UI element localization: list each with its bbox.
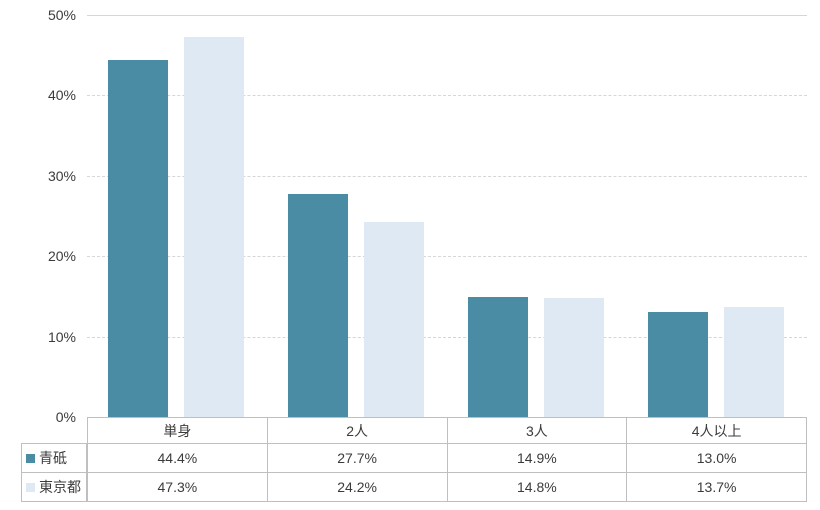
table-value-cell-青砥-3人: 14.9% bbox=[448, 444, 628, 472]
bar-東京都-単身 bbox=[184, 37, 244, 417]
table-header-cell-3人: 3人 bbox=[448, 418, 628, 443]
table-value-cell-青砥-4人以上: 13.0% bbox=[696, 450, 737, 466]
y-axis-tick-label: 40% bbox=[47, 87, 76, 103]
legend-swatch-icon bbox=[26, 453, 35, 463]
data-table-header-row: 単身 2人 3人 4人以上 bbox=[87, 417, 807, 443]
table-value-cell-青砥-単身: 44.4% bbox=[88, 444, 268, 472]
y-axis-tick-label: 30% bbox=[47, 168, 76, 184]
y-axis-tick-label: 10% bbox=[47, 329, 76, 345]
bar-青砥-2人 bbox=[288, 194, 348, 417]
bar-東京都-3人 bbox=[544, 298, 604, 417]
table-row-青砥: 44.4% 27.7% 14.9% 13.0% bbox=[88, 444, 806, 473]
gridline-20pct bbox=[87, 256, 807, 257]
data-table-values: 44.4% 27.7% 14.9% 13.0% 47.3% 24.2% 14.8% 13.7% bbox=[87, 443, 807, 502]
legend-cell-青砥: 青砥 bbox=[22, 444, 86, 473]
y-axis-tick-label: 0% bbox=[55, 409, 76, 425]
gridline-10pct bbox=[87, 337, 807, 338]
table-value-cell-東京都-3人: 14.8% bbox=[448, 473, 628, 501]
legend-series-name: 東京都 bbox=[39, 479, 81, 495]
gridline-50pct bbox=[87, 15, 807, 16]
bar-青砥-単身 bbox=[108, 60, 168, 417]
table-header-cell-4人以上: 4人以上 bbox=[691, 422, 742, 439]
table-value-cell-青砥-2人: 27.7% bbox=[268, 444, 448, 472]
bar-東京都-4人以上 bbox=[724, 307, 784, 417]
table-value-cell-東京都-2人: 24.2% bbox=[268, 473, 448, 501]
bar-東京都-2人 bbox=[364, 222, 424, 417]
y-axis-tick-label: 20% bbox=[47, 248, 76, 264]
legend-series-name: 青砥 bbox=[39, 450, 67, 466]
table-value-cell-東京都-4人以上: 13.7% bbox=[696, 479, 737, 495]
bar-青砥-4人以上 bbox=[648, 312, 708, 417]
table-header-cell-2人: 2人 bbox=[268, 418, 448, 443]
data-table-legend-column: 青砥 東京都 bbox=[21, 443, 87, 502]
legend-cell-東京都: 東京都 bbox=[22, 473, 86, 501]
y-axis-tick-label: 50% bbox=[47, 7, 76, 23]
gridline-30pct bbox=[87, 176, 807, 177]
table-header-cell-単身: 単身 bbox=[88, 418, 268, 443]
table-row-東京都: 47.3% 24.2% 14.8% 13.7% bbox=[88, 473, 806, 501]
bar-青砥-3人 bbox=[468, 297, 528, 417]
gridline-40pct bbox=[87, 95, 807, 96]
table-value-cell-東京都-単身: 47.3% bbox=[88, 473, 268, 501]
legend-swatch-icon bbox=[26, 482, 35, 492]
